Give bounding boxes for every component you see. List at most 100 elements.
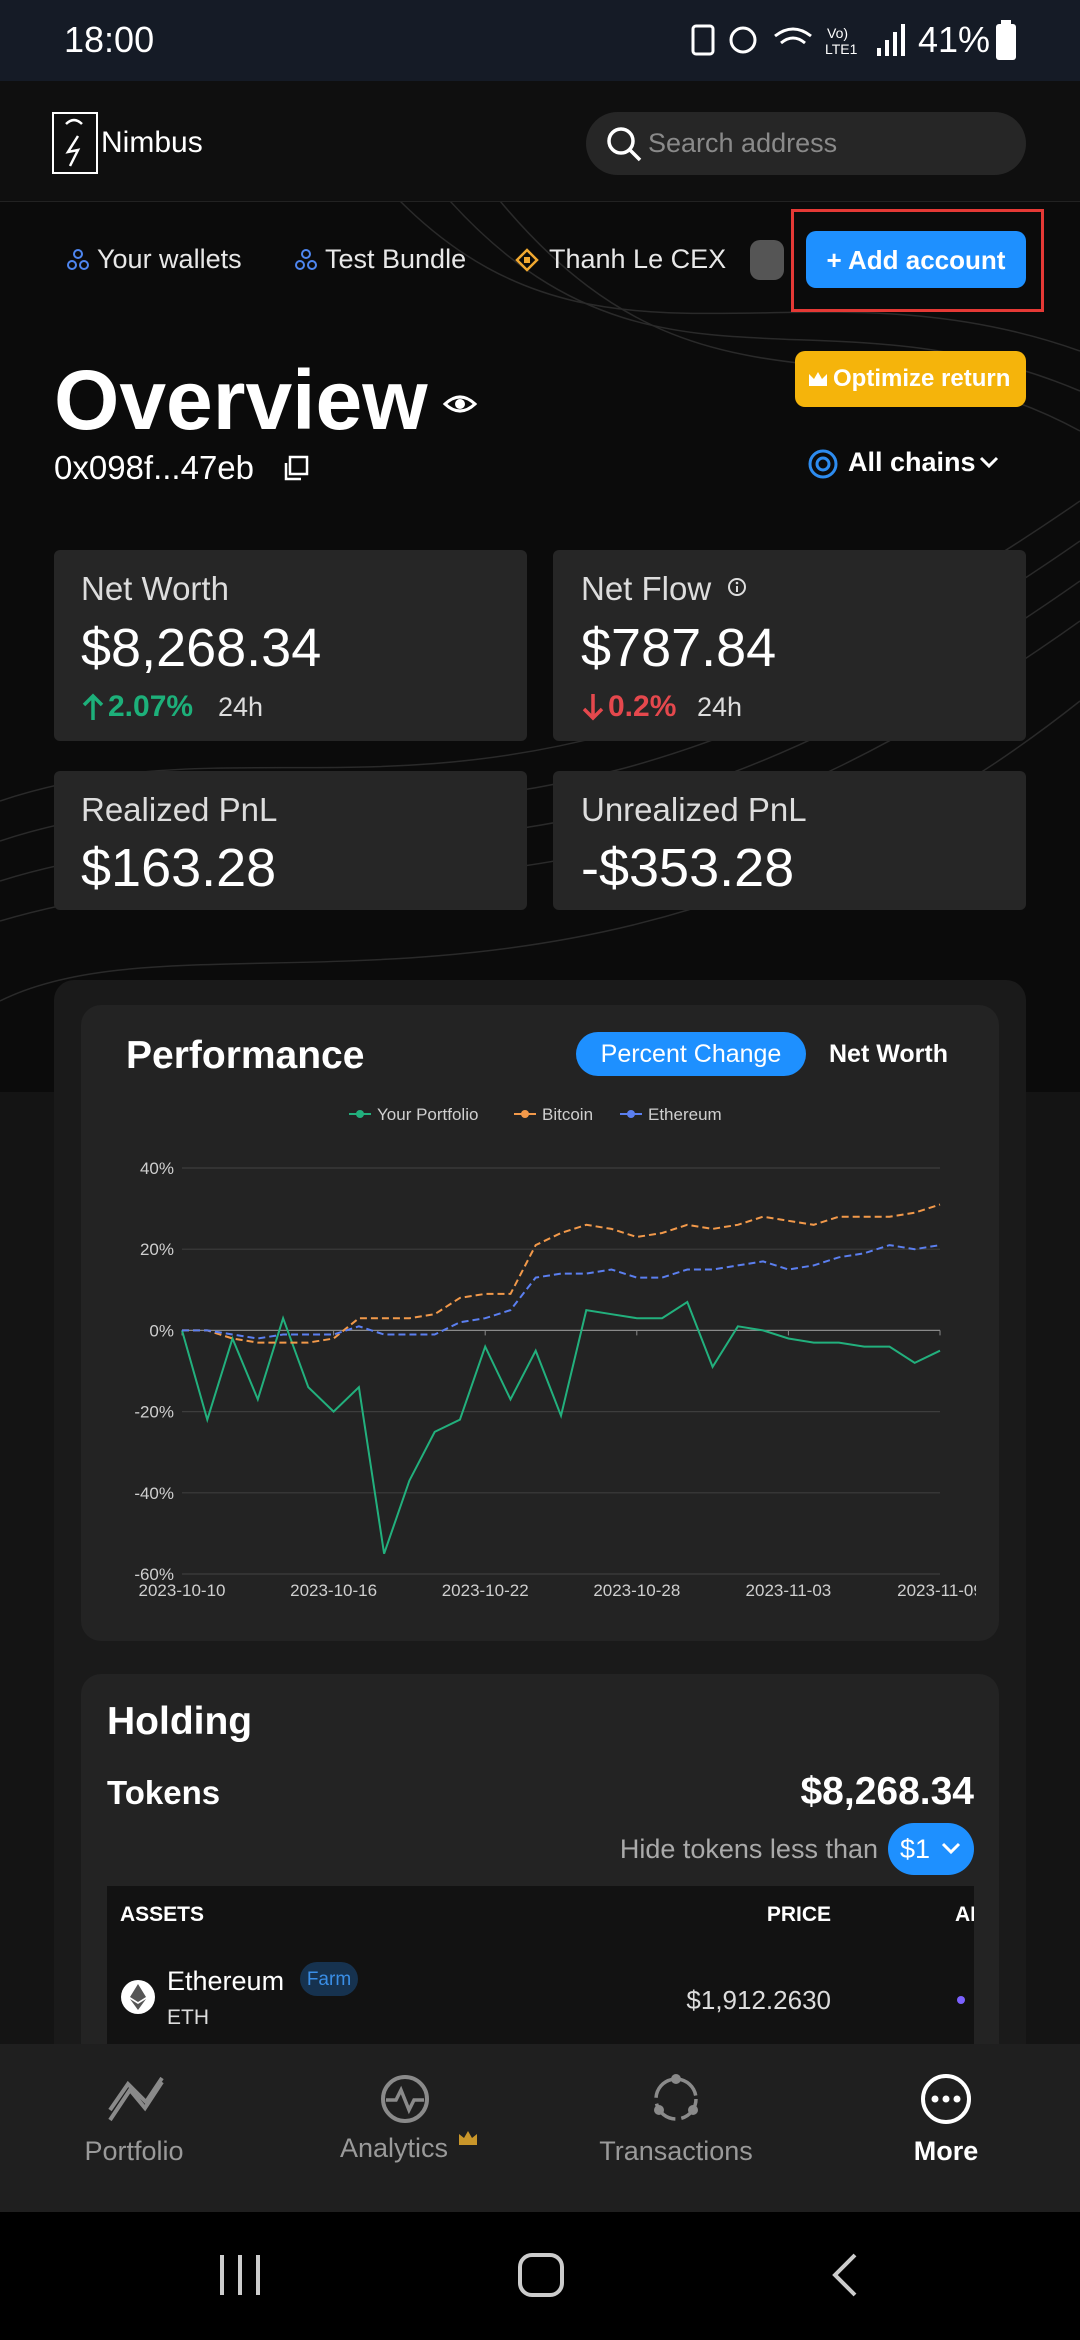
y-tick-label: 40%: [140, 1159, 174, 1178]
toggle-active[interactable]: [576, 1032, 806, 1076]
chains-icon: [808, 449, 838, 479]
up-arrow: [82, 693, 104, 720]
tab-icon: [67, 249, 89, 270]
column-header: ASSETS: [120, 1903, 205, 1926]
column-header: PRICE: [766, 1903, 831, 1926]
copy-icon[interactable]: [282, 455, 310, 483]
legend-marker: [627, 1110, 635, 1118]
stat-card: [553, 550, 1026, 741]
asset-price: $1,912.2630: [686, 1985, 831, 2015]
system-nav: [0, 2212, 1080, 2340]
card-period: 24h: [697, 692, 743, 722]
status-icons: Vo)LTE1: [691, 24, 905, 57]
down-arrow: [582, 694, 604, 721]
performance-panel: [81, 1005, 999, 1641]
stat-card: [553, 771, 1026, 910]
optimize-button[interactable]: [795, 351, 1026, 407]
series-line: [181, 1300, 941, 1555]
card-change: 2.07%: [108, 690, 194, 723]
legend-label: Ethereum: [648, 1105, 722, 1124]
card-label: Unrealized PnL: [581, 791, 807, 828]
battery-icon: [996, 20, 1016, 60]
performance-chart: -60% -40% -20% 0% 20% 40% 2023-10-10 2023-10-16…: [134, 1105, 976, 1600]
nav-item[interactable]: More: [913, 2136, 979, 2166]
badge: [300, 1962, 358, 1996]
nav-item[interactable]: Analytics: [339, 2133, 449, 2163]
nav-icons: [108, 2074, 971, 2124]
filter-select[interactable]: [888, 1823, 974, 1875]
tab[interactable]: Thanh Le CEX: [549, 244, 727, 274]
search-placeholder: Search address: [648, 128, 838, 158]
tokens-total: $8,268.34: [800, 1770, 974, 1813]
x-tick-label: 2023-10-22: [442, 1581, 529, 1600]
badge-label: Farm: [306, 1969, 352, 1990]
search-icon: [607, 127, 642, 162]
legend-marker: [521, 1110, 529, 1118]
status-time: 18:00: [64, 19, 155, 60]
legend-marker: [356, 1110, 364, 1118]
stat-card: [54, 550, 527, 741]
tab[interactable]: Test Bundle: [325, 244, 467, 274]
svg-text:LTE1: LTE1: [825, 41, 858, 57]
search-box[interactable]: [586, 112, 1026, 175]
toggle-label: Percent Change: [600, 1040, 782, 1068]
y-tick-label: 20%: [140, 1240, 174, 1259]
column-header: AMOUNT: [955, 1903, 974, 1926]
crown-icon: [809, 372, 827, 386]
card-period: 24h: [218, 692, 264, 722]
tab[interactable]: Your wallets: [97, 244, 242, 274]
legend-label: Your Portfolio: [377, 1105, 478, 1124]
page-title: Overview: [54, 353, 428, 447]
chains-selector[interactable]: All chains: [848, 447, 976, 477]
highlight-box: [791, 209, 1044, 312]
asset-name[interactable]: Ethereum: [167, 1966, 285, 1996]
tokens-label: Tokens: [107, 1774, 221, 1811]
card-value: $8,268.34: [81, 618, 322, 678]
eye-icon[interactable]: [442, 390, 478, 418]
y-tick-label: -40%: [134, 1484, 174, 1503]
info-icon[interactable]: [727, 577, 747, 597]
performance-title: Performance: [126, 1034, 365, 1077]
toggle-label[interactable]: Net Worth: [829, 1040, 948, 1068]
tab-scroll-more[interactable]: [750, 240, 784, 280]
nav-item[interactable]: Portfolio: [84, 2136, 184, 2166]
filter-value: $1: [900, 1834, 931, 1864]
tab-icon: [295, 249, 317, 270]
tab-icon: [515, 248, 539, 272]
x-tick-label: 2023-11-09: [897, 1581, 976, 1600]
x-tick-label: 2023-10-10: [139, 1581, 226, 1600]
status-bar: [0, 0, 1080, 81]
logo[interactable]: [52, 112, 98, 174]
filter-label: Hide tokens less than: [619, 1834, 878, 1864]
chevron-down: [979, 456, 999, 469]
system-nav-icons: [220, 2253, 857, 2297]
card-value: $787.84: [581, 618, 777, 678]
add-account-button[interactable]: [806, 231, 1026, 288]
asset-symbol: ETH: [167, 2006, 209, 2029]
card-change: 0.2%: [608, 690, 677, 723]
card-label: Net Flow: [581, 570, 712, 607]
crown-icon: [459, 2131, 477, 2145]
nav-item[interactable]: Transactions: [599, 2136, 753, 2166]
x-tick-label: 2023-10-28: [593, 1581, 680, 1600]
card-value: -$353.28: [581, 838, 795, 898]
card-label: Realized PnL: [81, 791, 278, 828]
wallet-address: 0x098f...47eb: [54, 449, 254, 486]
holding-title: Holding: [107, 1700, 253, 1743]
card-value: $163.28: [81, 838, 277, 898]
stat-card: [54, 771, 527, 910]
add-account-label: + Add account: [826, 245, 1006, 275]
x-tick-label: 2023-11-03: [746, 1581, 832, 1600]
amount-dot: [957, 1996, 965, 2004]
y-tick-label: -20%: [134, 1403, 174, 1422]
battery-percent: 41%: [918, 19, 991, 60]
x-tick-label: 2023-10-16: [290, 1581, 377, 1600]
legend-label: Bitcoin: [542, 1105, 593, 1124]
y-tick-label: 0%: [149, 1321, 174, 1340]
eth-icon: [121, 1980, 155, 2014]
bottom-nav: [0, 2044, 1080, 2212]
series-line: [182, 1203, 941, 1344]
optimize-label: Optimize return: [833, 365, 1011, 392]
brand: Nimbus: [101, 126, 203, 159]
